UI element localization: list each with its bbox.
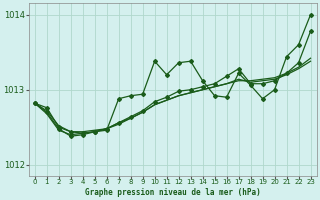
X-axis label: Graphe pression niveau de la mer (hPa): Graphe pression niveau de la mer (hPa)	[85, 188, 260, 197]
